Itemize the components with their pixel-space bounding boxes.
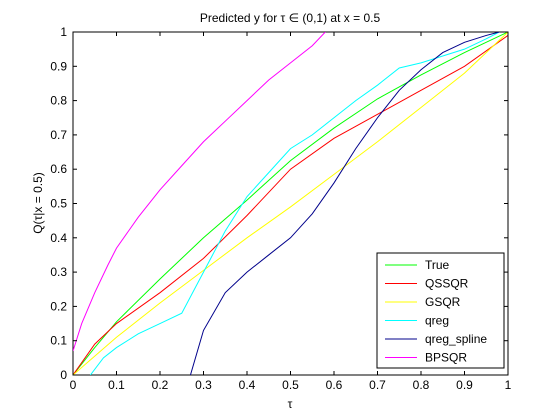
series-line-qreg-spline xyxy=(189,32,500,375)
y-tick-label: 0.2 xyxy=(50,299,67,313)
y-axis: 0 0.1 0.2 0.3 0.4 0.5 0.6 0.7 0.8 0.9 1 xyxy=(50,25,508,382)
y-tick-label: 1 xyxy=(60,25,67,39)
series-line-true xyxy=(73,32,508,375)
y-axis-label: Q(τ|x = 0.5) xyxy=(31,172,45,234)
legend: True QSSQR GSQR qreg qreg_spline BPSQR xyxy=(376,252,505,369)
legend-entry-label: GSQR xyxy=(425,295,461,309)
legend-entry-label: True xyxy=(425,258,450,272)
series-line-qssqr xyxy=(73,35,508,375)
x-tick-label: 0.7 xyxy=(369,378,386,392)
legend-entry-label: qreg xyxy=(425,314,449,328)
x-tick-label: 1 xyxy=(505,378,512,392)
y-tick-label: 0.5 xyxy=(50,197,67,211)
x-tick-label: 0.6 xyxy=(326,378,343,392)
series-line-gsqr xyxy=(73,32,508,375)
y-tick-label: 0.6 xyxy=(50,162,67,176)
legend-entry-label: BPSQR xyxy=(425,351,467,365)
legend-entry-label: QSSQR xyxy=(425,277,469,291)
y-tick-label: 0.4 xyxy=(50,231,67,245)
x-tick-label: 0.8 xyxy=(413,378,430,392)
legend-box xyxy=(376,252,505,369)
x-tick-label: 0.9 xyxy=(456,378,473,392)
x-tick-label: 0.4 xyxy=(239,378,256,392)
y-tick-label: 0.8 xyxy=(50,94,67,108)
series-line-bpsqr xyxy=(73,32,326,352)
y-tick-label: 0 xyxy=(60,368,67,382)
x-tick-label: 0.5 xyxy=(282,378,299,392)
legend-entry-label: qreg_spline xyxy=(425,332,487,346)
plot-area xyxy=(72,31,509,376)
x-tick-label: 0 xyxy=(70,378,77,392)
x-tick-label: 0.1 xyxy=(108,378,125,392)
y-tick-label: 0.1 xyxy=(50,334,67,348)
x-axis-label: τ xyxy=(288,397,293,411)
y-tick-label: 0.7 xyxy=(50,128,67,142)
y-tick-label: 0.9 xyxy=(50,59,67,73)
x-tick-label: 0.2 xyxy=(152,378,169,392)
x-axis: 0 0.1 0.2 0.3 0.4 0.5 0.6 0.7 0.8 0.9 1 xyxy=(70,32,512,392)
x-tick-label: 0.3 xyxy=(195,378,212,392)
chart-title: Predicted y for τ ∈ (0,1) at x = 0.5 xyxy=(200,11,381,25)
y-tick-label: 0.3 xyxy=(50,265,67,279)
